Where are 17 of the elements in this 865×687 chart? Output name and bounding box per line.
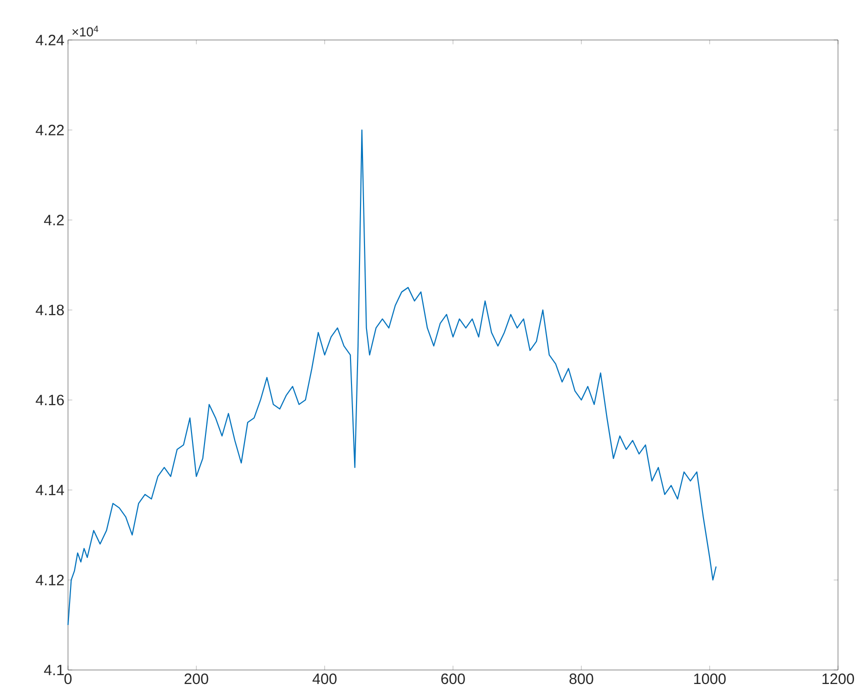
x-tick-label: 600 <box>441 673 465 684</box>
x-tick-label: 1000 <box>694 673 726 684</box>
x-tick-label: 0 <box>64 673 72 684</box>
y-tick-label: 4.16 <box>36 394 64 406</box>
y-tick-label: 4.18 <box>36 304 64 316</box>
y-tick-label: 4.24 <box>36 34 64 46</box>
y-tick-label: 4.22 <box>36 124 64 136</box>
x-tick-label: 800 <box>570 673 594 684</box>
y-tick-label: 4.14 <box>36 484 64 495</box>
y-tick-label: 4.1 <box>44 664 64 675</box>
text: ×10$^{4}$ <box>72 26 98 36</box>
x-tick-label: 200 <box>184 673 208 684</box>
y-tick-label: 4.12 <box>36 574 64 585</box>
y-tick-label: 4.2 <box>44 214 64 226</box>
line-series <box>67 129 717 626</box>
x-tick-label: 400 <box>312 673 337 684</box>
x-tick-label: 1200 <box>822 673 854 684</box>
